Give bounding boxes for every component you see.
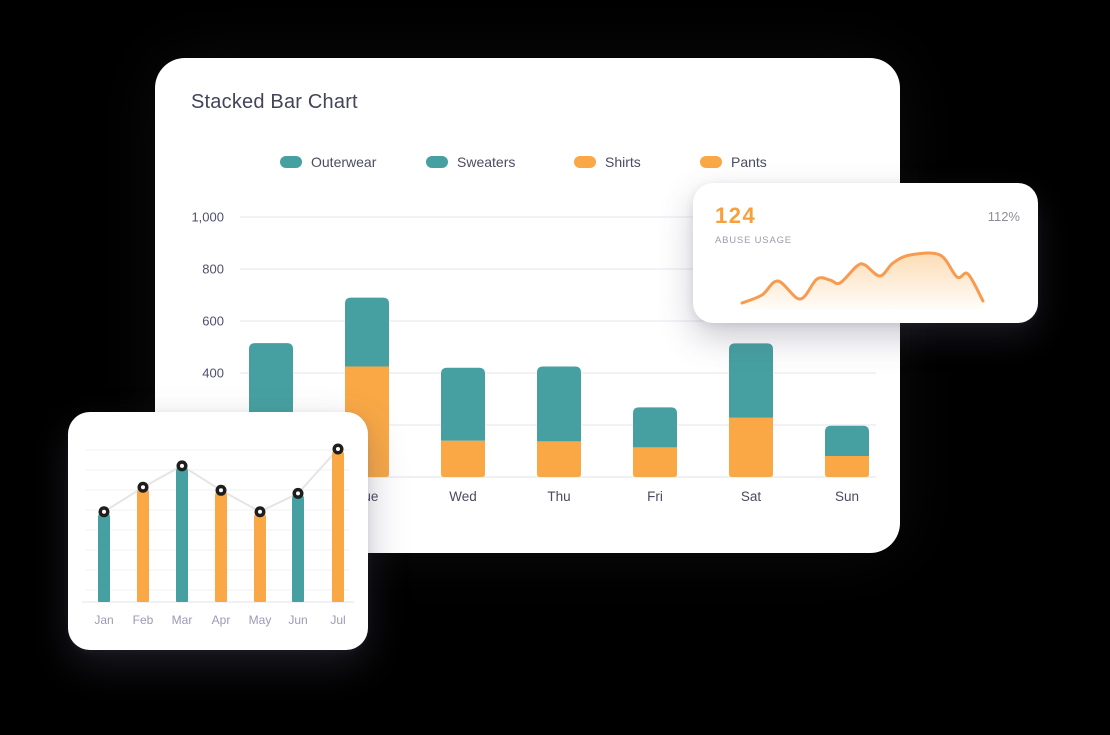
stat-percent: 112% <box>987 209 1020 224</box>
chart-title: Stacked Bar Chart <box>191 91 358 113</box>
y-tick-400: 400 <box>202 366 224 381</box>
marker-dot-center <box>296 491 300 496</box>
mini-bar-jun[interactable] <box>292 493 304 602</box>
bar-wed-teal[interactable] <box>441 367 485 441</box>
y-tick-800: 800 <box>202 262 224 277</box>
mini-x-label-jun: Jun <box>288 613 307 627</box>
marker-dot-center <box>141 485 145 490</box>
x-label-fri: Fri <box>647 489 663 504</box>
bar-sun-teal[interactable] <box>825 425 869 456</box>
bar-thu-teal[interactable] <box>537 366 581 442</box>
mini-bar-apr[interactable] <box>215 490 227 602</box>
mini-bar-mar[interactable] <box>176 465 188 602</box>
legend-label: Shirts <box>605 154 641 170</box>
bar-sat-teal[interactable] <box>729 343 773 418</box>
mini-x-label-apr: Apr <box>212 613 231 627</box>
mini-x-label-jul: Jul <box>330 613 345 627</box>
marker-dot-center <box>336 447 340 451</box>
legend-label: Sweaters <box>457 154 516 170</box>
marker-dot-center <box>102 509 106 514</box>
legend-swatch <box>426 156 448 168</box>
mini-x-label-mar: Mar <box>172 613 193 627</box>
legend-swatch <box>700 156 722 168</box>
area-sparkline <box>740 251 985 309</box>
bar-fri-teal[interactable] <box>633 407 677 448</box>
x-label-wed: Wed <box>449 489 477 504</box>
mini-x-label-may: May <box>249 613 272 627</box>
mini-bar-jan[interactable] <box>98 511 110 602</box>
mini-bar-chart-card: Jan Feb Mar Apr May Jun Jul <box>68 412 368 650</box>
legend-swatch <box>280 156 302 168</box>
legend-item-shirts[interactable]: Shirts <box>574 154 641 170</box>
bar-tue-teal[interactable] <box>345 297 389 367</box>
area-line <box>740 251 985 305</box>
y-tick-1000: 1,000 <box>191 210 224 225</box>
y-tick-600: 600 <box>202 314 224 329</box>
x-label-thu: Thu <box>547 489 570 504</box>
legend-item-outerwear[interactable]: Outerwear <box>280 154 376 170</box>
stat-value: 124 <box>715 203 757 228</box>
x-label-sun: Sun <box>835 489 859 504</box>
mini-x-label-jan: Jan <box>94 613 113 627</box>
legend-label: Outerwear <box>311 154 377 170</box>
bar-fri-orange[interactable] <box>633 447 677 477</box>
mini-bar-chart: Jan Feb Mar Apr May Jun Jul <box>82 443 354 627</box>
legend-item-pants[interactable]: Pants <box>700 154 767 170</box>
legend-item-sweaters[interactable]: Sweaters <box>426 154 515 170</box>
marker-dot-center <box>219 488 223 493</box>
mini-bar-may[interactable] <box>254 511 266 602</box>
bar-thu-orange[interactable] <box>537 441 581 477</box>
legend-swatch <box>574 156 596 168</box>
marker-dot-center <box>180 463 184 468</box>
x-label-sat: Sat <box>741 489 762 504</box>
stat-label: ABUSE USAGE <box>715 235 792 246</box>
marker-dot-center <box>258 509 262 514</box>
mini-bar-jul[interactable] <box>332 449 344 602</box>
bar-wed-orange[interactable] <box>441 440 485 477</box>
legend-label: Pants <box>731 154 767 170</box>
bar-sun-orange[interactable] <box>825 455 869 477</box>
area-fill <box>742 253 983 309</box>
abuse-usage-stat-card: 124 112% ABUSE USAGE <box>693 183 1038 323</box>
bar-sat-orange[interactable] <box>729 417 773 477</box>
mini-x-label-feb: Feb <box>133 613 154 627</box>
chart-legend: Outerwear Sweaters Shirts Pants <box>280 154 880 178</box>
mini-bar-feb[interactable] <box>137 487 149 602</box>
